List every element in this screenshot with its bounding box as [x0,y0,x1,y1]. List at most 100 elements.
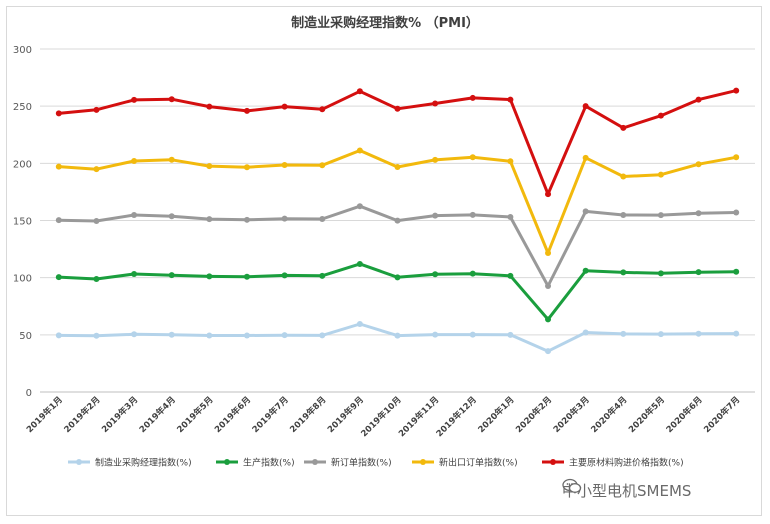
data-point [657,212,664,219]
data-point [243,107,250,114]
data-point [206,163,213,170]
legend-label: 制造业采购经理指数(%) [95,457,192,469]
data-point [620,124,627,131]
data-point [356,203,363,210]
data-point [695,210,702,217]
series-4 [55,147,740,256]
y-tick-label: 250 [13,102,32,113]
legend: 制造业采购经理指数(%) 生产指数(%) 新订单指数(%) 新出口订单指数(%) 主要原… [68,457,684,469]
y-tick-label: 300 [13,45,32,56]
data-point [356,147,363,154]
data-point [93,332,100,339]
data-point [243,164,250,171]
x-axis-tick-labels: 2019年1月2019年2月2019年3月2019年4月2019年5月2019年… [24,394,742,439]
legend-label: 新订单指数(%) [331,457,392,469]
data-point [93,276,100,283]
data-point [582,154,589,161]
legend-swatch-marker [420,459,426,465]
data-point [281,215,288,222]
series-3 [55,203,740,290]
series-1 [55,320,740,355]
data-point [168,96,175,103]
data-point [55,217,62,224]
legend-swatch-marker [312,459,318,465]
legend-item: 新订单指数(%) [304,457,392,469]
data-point [733,154,740,161]
data-point [55,110,62,117]
data-point [394,217,401,224]
wechat-icon [562,478,582,493]
y-tick-label: 0 [26,388,32,399]
data-point [93,166,100,173]
data-point [131,271,138,278]
x-tick-label: 2019年8月 [288,394,329,435]
data-point [168,272,175,279]
data-point [733,209,740,216]
data-point [394,105,401,112]
chart-title: 制造业采购经理指数% （PMI） [291,16,479,31]
data-point [620,269,627,276]
data-point [394,274,401,281]
data-point [206,216,213,223]
data-point [469,94,476,101]
x-tick-label: 2019年5月 [175,394,216,435]
y-tick-label: 100 [13,274,32,285]
data-point [695,96,702,103]
data-point [55,332,62,339]
data-point [168,156,175,163]
data-point [507,272,514,279]
series-2 [55,260,740,323]
x-tick-label: 2020年2月 [513,394,554,435]
data-point [243,216,250,223]
data-point [319,106,326,113]
x-tick-label: 2019年7月 [250,394,291,435]
x-tick-label: 2020年7月 [702,394,743,435]
legend-label: 新出口订单指数(%) [439,457,518,469]
series-5 [55,87,740,198]
data-point [394,163,401,170]
data-point [319,216,326,223]
legend-swatch-marker [550,459,556,465]
data-point [545,348,552,355]
x-tick-label: 2019年4月 [137,394,178,435]
chart-frame [6,6,762,516]
x-tick-label: 2019年1月 [24,394,65,435]
data-point [507,96,514,103]
legend-label: 主要原材料购进价格指数(%) [569,457,684,469]
data-point [582,267,589,274]
data-point [281,103,288,110]
data-point [733,87,740,94]
data-point [206,332,213,339]
data-point [582,208,589,215]
data-point [131,158,138,165]
data-point [356,320,363,327]
x-tick-label: 2020年3月 [551,394,592,435]
y-tick-label: 50 [19,331,32,342]
legend-item: 生产指数(%) [216,457,295,469]
data-point [469,154,476,161]
data-point [733,330,740,337]
data-point [469,270,476,277]
data-point [319,162,326,169]
data-point [243,273,250,280]
x-tick-label: 2020年4月 [589,394,630,435]
data-point [206,273,213,280]
data-point [507,331,514,338]
data-point [545,316,552,323]
legend-swatch-marker [224,459,230,465]
data-point [281,162,288,169]
data-point [55,163,62,170]
x-tick-label: 2020年6月 [664,394,705,435]
data-point [582,103,589,110]
data-point [432,212,439,219]
data-point [93,106,100,113]
data-point [469,211,476,218]
data-point [131,212,138,219]
legend-item: 制造业采购经理指数(%) [68,457,192,469]
data-point [545,191,552,198]
x-tick-label: 2019年3月 [99,394,140,435]
data-point [695,161,702,168]
data-point [131,96,138,103]
watermark: 中小型电机SMEMS [562,478,762,502]
